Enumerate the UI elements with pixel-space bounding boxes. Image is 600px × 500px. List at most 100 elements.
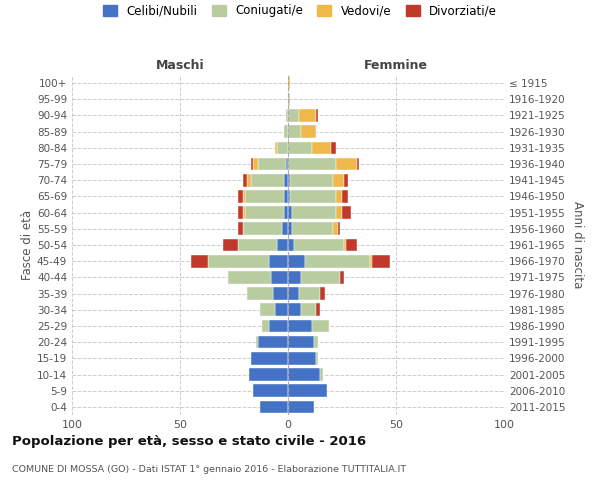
Bar bbox=[320, 368, 323, 381]
Bar bbox=[288, 126, 301, 138]
Bar bbox=[249, 368, 288, 381]
Bar bbox=[242, 222, 281, 235]
Bar bbox=[251, 158, 253, 170]
Bar bbox=[301, 126, 316, 138]
Text: Popolazione per età, sesso e stato civile - 2016: Popolazione per età, sesso e stato civil… bbox=[12, 435, 366, 448]
Bar bbox=[288, 368, 320, 381]
Bar bbox=[288, 222, 292, 235]
Bar bbox=[288, 206, 292, 219]
Bar bbox=[269, 255, 288, 268]
Bar bbox=[357, 158, 359, 170]
Bar bbox=[258, 158, 286, 170]
Bar bbox=[292, 206, 335, 219]
Bar bbox=[335, 158, 357, 170]
Bar bbox=[275, 142, 277, 154]
Bar bbox=[288, 320, 312, 332]
Bar bbox=[312, 320, 329, 332]
Bar bbox=[247, 174, 251, 186]
Bar bbox=[288, 336, 314, 348]
Bar bbox=[288, 142, 312, 154]
Bar bbox=[288, 288, 299, 300]
Y-axis label: Anni di nascita: Anni di nascita bbox=[571, 202, 584, 288]
Bar bbox=[312, 142, 331, 154]
Bar bbox=[288, 384, 327, 397]
Bar bbox=[288, 400, 314, 413]
Bar bbox=[275, 304, 288, 316]
Text: Maschi: Maschi bbox=[155, 59, 205, 72]
Bar bbox=[301, 304, 316, 316]
Bar bbox=[331, 142, 335, 154]
Bar bbox=[277, 238, 288, 252]
Bar bbox=[292, 222, 334, 235]
Bar bbox=[238, 206, 242, 219]
Bar bbox=[370, 255, 372, 268]
Bar bbox=[288, 271, 301, 283]
Bar bbox=[191, 255, 208, 268]
Bar bbox=[251, 352, 288, 364]
Bar bbox=[288, 238, 295, 252]
Bar bbox=[262, 320, 269, 332]
Bar bbox=[344, 174, 349, 186]
Bar bbox=[295, 238, 344, 252]
Bar bbox=[288, 352, 316, 364]
Bar bbox=[316, 352, 318, 364]
Bar bbox=[335, 190, 342, 202]
Bar bbox=[242, 174, 247, 186]
Y-axis label: Fasce di età: Fasce di età bbox=[21, 210, 34, 280]
Bar bbox=[271, 271, 288, 283]
Text: Femmine: Femmine bbox=[364, 59, 428, 72]
Bar bbox=[288, 174, 290, 186]
Bar bbox=[208, 255, 269, 268]
Bar bbox=[238, 222, 242, 235]
Bar bbox=[314, 336, 318, 348]
Bar bbox=[320, 288, 325, 300]
Bar bbox=[290, 174, 334, 186]
Bar bbox=[338, 222, 340, 235]
Bar bbox=[260, 400, 288, 413]
Bar bbox=[299, 288, 320, 300]
Bar bbox=[247, 288, 273, 300]
Bar bbox=[223, 238, 238, 252]
Bar bbox=[335, 206, 342, 219]
Bar bbox=[253, 158, 258, 170]
Bar bbox=[258, 336, 288, 348]
Bar bbox=[299, 109, 316, 122]
Bar bbox=[305, 255, 370, 268]
Bar bbox=[281, 222, 288, 235]
Bar bbox=[346, 238, 357, 252]
Bar bbox=[284, 126, 288, 138]
Legend: Celibi/Nubili, Coniugati/e, Vedovi/e, Divorziati/e: Celibi/Nubili, Coniugati/e, Vedovi/e, Di… bbox=[99, 1, 501, 21]
Bar bbox=[301, 271, 340, 283]
Bar bbox=[245, 206, 284, 219]
Bar bbox=[316, 304, 320, 316]
Bar bbox=[340, 271, 344, 283]
Bar bbox=[284, 174, 288, 186]
Bar bbox=[288, 255, 305, 268]
Bar bbox=[334, 174, 344, 186]
Bar bbox=[288, 158, 335, 170]
Text: COMUNE DI MOSSA (GO) - Dati ISTAT 1° gennaio 2016 - Elaborazione TUTTITALIA.IT: COMUNE DI MOSSA (GO) - Dati ISTAT 1° gen… bbox=[12, 465, 406, 474]
Bar bbox=[286, 158, 288, 170]
Bar bbox=[286, 109, 288, 122]
Bar bbox=[277, 142, 288, 154]
Bar bbox=[316, 109, 318, 122]
Bar bbox=[238, 190, 242, 202]
Bar bbox=[242, 190, 245, 202]
Bar bbox=[227, 271, 271, 283]
Bar bbox=[288, 109, 299, 122]
Bar bbox=[284, 206, 288, 219]
Bar bbox=[290, 190, 335, 202]
Bar bbox=[238, 238, 277, 252]
Bar bbox=[251, 174, 284, 186]
Bar bbox=[260, 304, 275, 316]
Bar bbox=[269, 320, 288, 332]
Bar bbox=[256, 336, 258, 348]
Bar bbox=[342, 190, 349, 202]
Bar bbox=[273, 288, 288, 300]
Bar bbox=[334, 222, 338, 235]
Bar bbox=[342, 206, 350, 219]
Bar bbox=[245, 190, 284, 202]
Bar bbox=[242, 206, 245, 219]
Bar bbox=[284, 190, 288, 202]
Bar bbox=[288, 304, 301, 316]
